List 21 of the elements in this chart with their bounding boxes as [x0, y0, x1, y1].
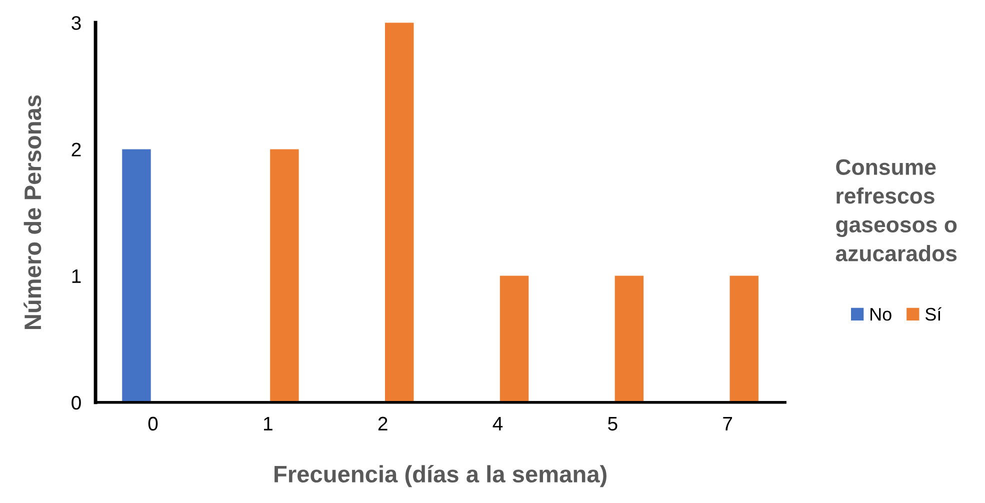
x-tick-label: 2	[378, 416, 388, 430]
bar	[614, 276, 644, 402]
bar	[122, 149, 151, 402]
x-tick-label: 7	[723, 417, 732, 430]
y-tick-label: 3	[72, 16, 81, 30]
bar	[500, 276, 529, 402]
bar	[384, 22, 414, 402]
x-tick-label: 0	[148, 416, 158, 431]
bar	[270, 149, 299, 402]
y-tick-label: 1	[72, 269, 81, 283]
x-tick-label: 1	[264, 417, 272, 430]
bar	[730, 276, 758, 402]
legend-label: Sí	[925, 307, 942, 321]
y-tick-label: 2	[72, 142, 81, 156]
y-axis-title: Número de Personas	[24, 95, 42, 330]
y-tick-label: 0	[72, 396, 81, 410]
legend-label: No	[870, 308, 892, 321]
x-tick-label: 4	[492, 417, 503, 430]
x-tick-label: 5	[608, 417, 618, 431]
x-axis-title: Frecuencia (días a la semana)	[274, 464, 606, 488]
legend-title: Consume refrescos gaseosos o azucarados	[836, 159, 957, 262]
